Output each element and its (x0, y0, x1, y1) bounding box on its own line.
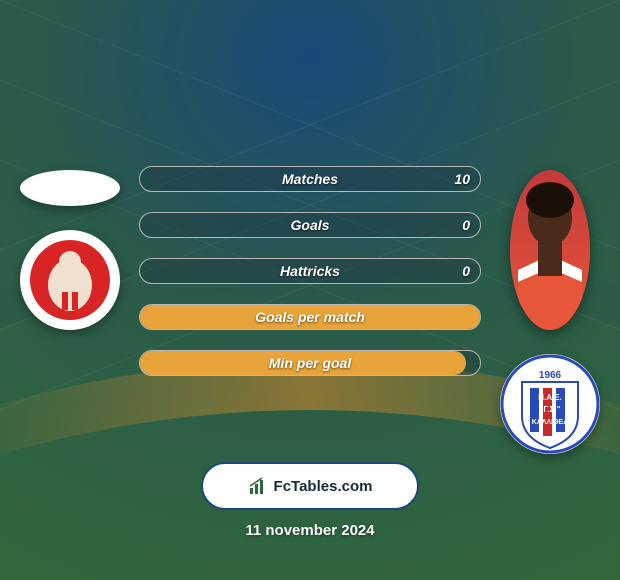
source-text: FcTables.com (274, 478, 373, 495)
source-badge: FcTables.com (201, 462, 419, 510)
stat-bar: Goals per match (139, 304, 481, 330)
stat-bar-right-value: 0 (462, 263, 470, 279)
right-player-column: 1966 Π.Α.Ε. "Γ.Σ." ΚΑΛΛΙΘΕΑ (490, 170, 610, 454)
left-club-badge (20, 230, 120, 330)
stat-bar-label: Matches (282, 171, 338, 187)
stat-bar: Goals 0 (139, 212, 481, 238)
svg-text:1966: 1966 (539, 370, 562, 381)
svg-text:ΚΑΛΛΙΘΕΑ: ΚΑΛΛΙΘΕΑ (532, 419, 569, 426)
right-club-badge: 1966 Π.Α.Ε. "Γ.Σ." ΚΑΛΛΙΘΕΑ (500, 354, 600, 454)
svg-text:Π.Α.Ε.: Π.Α.Ε. (538, 393, 562, 402)
stat-bar: Matches 10 (139, 166, 481, 192)
stat-bar-right-value: 10 (454, 171, 470, 187)
left-player-column (10, 170, 130, 330)
date-label: 11 november 2024 (245, 522, 374, 539)
right-player-photo (510, 170, 590, 330)
left-player-photo (20, 170, 120, 206)
stat-bar-label: Hattricks (280, 263, 340, 279)
svg-text:"Γ.Σ.": "Γ.Σ." (540, 405, 561, 414)
stat-bar-label: Min per goal (269, 355, 351, 371)
stat-bar-label: Goals (291, 217, 330, 233)
stat-bar: Hattricks 0 (139, 258, 481, 284)
stat-bar-label: Goals per match (255, 309, 365, 325)
stat-bar: Min per goal (139, 350, 481, 376)
stat-bar-right-value: 0 (462, 217, 470, 233)
chart-icon (248, 476, 268, 496)
